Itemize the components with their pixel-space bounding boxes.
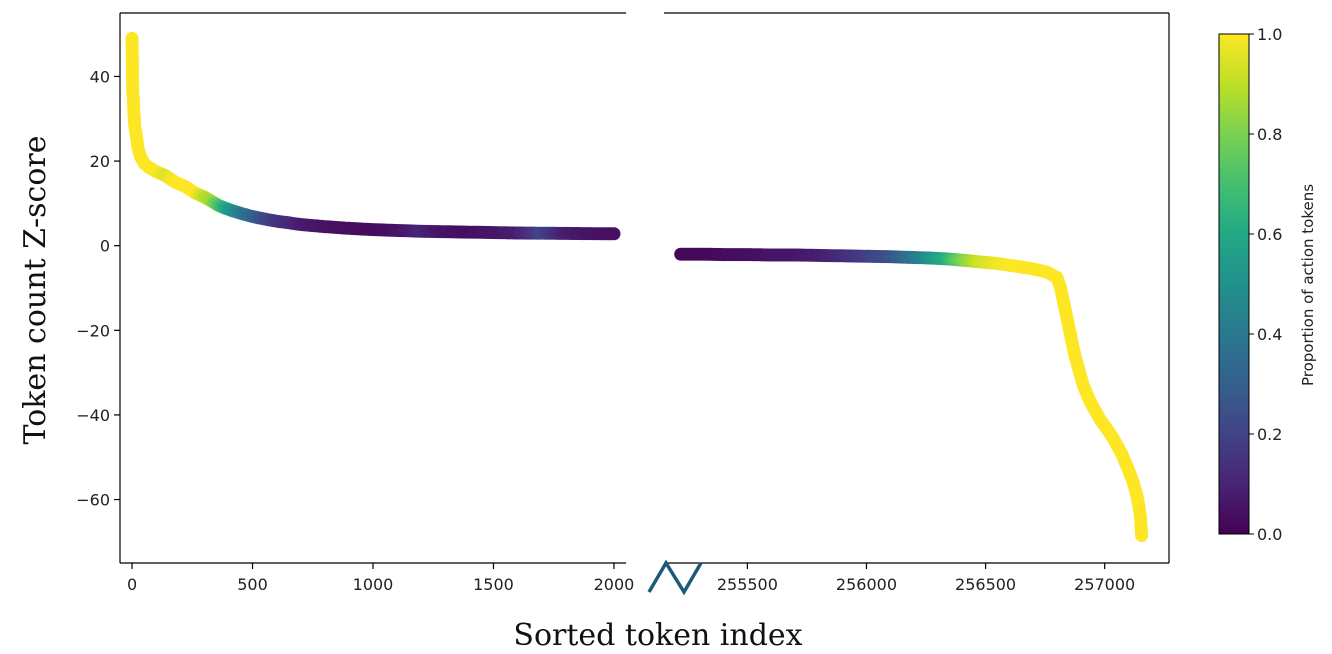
colorbar-tick-label: 0.8 <box>1257 125 1282 144</box>
y-tick-label: 20 <box>90 152 110 171</box>
y-tick-label: −40 <box>76 406 110 425</box>
colorbar-tick-label: 1.0 <box>1257 25 1282 44</box>
left-plot-panel <box>125 31 621 241</box>
right-x-tick-label: 256000 <box>836 575 897 594</box>
colorbar-tick-label: 0.4 <box>1257 325 1282 344</box>
y-axis-label: Token count Z-score <box>18 136 53 445</box>
axis-break-mark <box>647 559 703 596</box>
left-x-tick-label: 2000 <box>594 575 635 594</box>
left-x-tick-label: 1000 <box>353 575 394 594</box>
colorbar-gradient <box>1218 33 1250 535</box>
y-tick-label: −60 <box>76 491 110 510</box>
right-plot-panel <box>674 247 1149 542</box>
right-scatter-point <box>1135 529 1149 542</box>
left-x-tick-label: 0 <box>127 575 137 594</box>
colorbar: 0.0 0.2 0.4 0.6 0.8 1.0 <box>1218 25 1282 544</box>
y-tick-label: 40 <box>90 67 110 86</box>
colorbar-label: Proportion of action tokens <box>1299 184 1317 386</box>
colorbar-tick-label: 0.0 <box>1257 525 1282 544</box>
left-scatter-point <box>607 227 621 241</box>
left-x-tick-label: 1500 <box>473 575 514 594</box>
left-x-tick-label: 500 <box>237 575 268 594</box>
right-x-tick-label: 256500 <box>955 575 1016 594</box>
y-tick-label: −20 <box>76 321 110 340</box>
axes-frames: 40 20 0 −20 −40 −60 0 500 1000 1500 2000 255500 2560… <box>76 12 1170 594</box>
right-x-tick-label: 257000 <box>1074 575 1135 594</box>
colorbar-tick-label: 0.6 <box>1257 225 1282 244</box>
right-x-tick-label: 255500 <box>717 575 778 594</box>
y-tick-label: 0 <box>100 237 110 256</box>
x-axis-label: Sorted token index <box>513 618 802 653</box>
colorbar-tick-label: 0.2 <box>1257 425 1282 444</box>
